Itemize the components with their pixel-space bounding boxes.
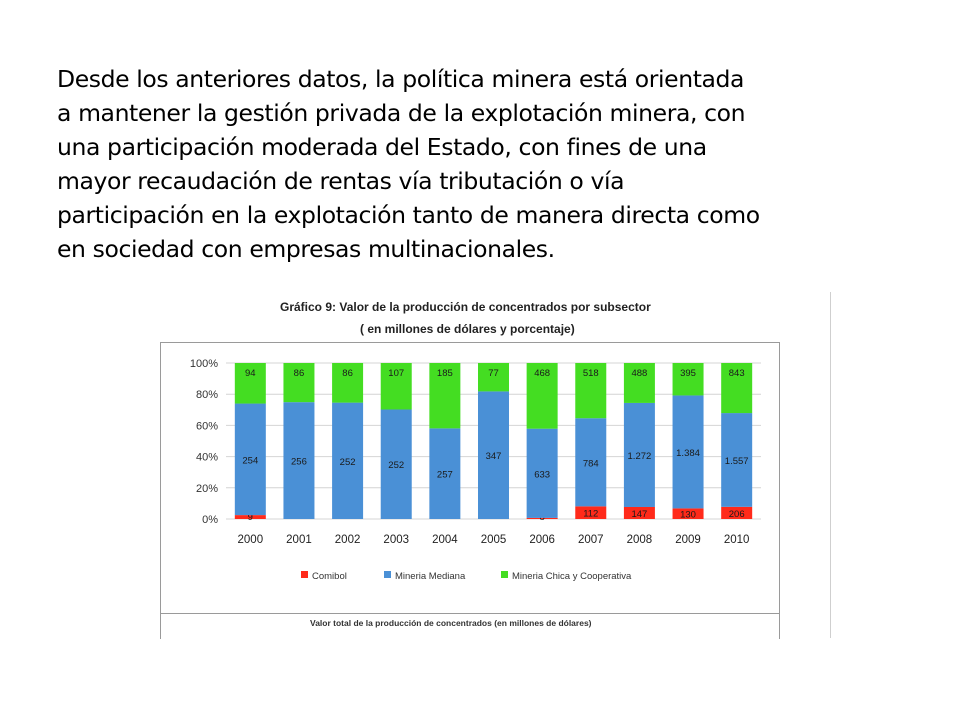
data-label: 252 [340, 457, 356, 468]
y-tick-label: 20% [196, 483, 218, 495]
chart-frame: 0% 20% 40% 60% 80% 100% 9 254 94 2000 256 86 2001 252… [160, 342, 780, 639]
bar-segment-mineria-chica-y-cooperativa [575, 363, 607, 419]
bar-segment-mineria-chica-y-cooperativa [623, 363, 655, 403]
x-tick-label: 2010 [724, 534, 750, 546]
bar-segment-mineria-chica-y-cooperativa [721, 363, 753, 414]
legend-label: Comibol [312, 571, 347, 582]
x-tick-label: 2008 [627, 534, 653, 546]
data-label: 257 [437, 470, 453, 481]
y-tick-label: 60% [196, 420, 218, 432]
chart-footer-caption: Valor total de la producción de concentr… [310, 618, 592, 628]
data-label: 843 [729, 368, 745, 379]
data-label: 112 [583, 509, 598, 520]
data-label: 488 [631, 368, 647, 379]
paragraph-line: una participación moderada del Estado, c… [57, 133, 707, 161]
data-label: 518 [583, 368, 599, 379]
legend-label: Mineria Mediana [395, 571, 466, 582]
chart-title: Gráfico 9: Valor de la producción de con… [280, 300, 651, 314]
data-label: 252 [388, 460, 404, 471]
chart-subtitle: ( en millones de dólares y porcentaje) [360, 322, 575, 336]
x-tick-label: 2000 [238, 534, 264, 546]
data-label: 254 [242, 455, 258, 466]
x-tick-label: 2006 [529, 534, 555, 546]
bar-segment-mineria-chica-y-cooperativa [429, 363, 461, 429]
bar-segment-mineria-mediana [429, 428, 461, 519]
bar-segment-mineria-mediana [380, 409, 412, 519]
data-label: 206 [729, 509, 745, 520]
bar-segment-comibol [526, 517, 558, 519]
y-tick-label: 100% [190, 358, 218, 370]
x-tick-label: 2001 [286, 534, 312, 546]
data-label: 784 [583, 458, 599, 469]
legend-swatch [501, 571, 508, 578]
bar-segment-mineria-mediana [721, 413, 753, 507]
legend-swatch [384, 571, 391, 578]
paragraph-line: Desde los anteriores datos, la política … [57, 65, 745, 93]
y-tick-label: 80% [196, 389, 218, 401]
bar-segment-comibol [575, 506, 607, 519]
data-label: 1.557 [725, 456, 749, 467]
data-label: 1.272 [628, 451, 652, 462]
bar-segment-comibol [234, 515, 266, 519]
bar-segment-mineria-chica-y-cooperativa [283, 363, 315, 403]
bar-segment-comibol [721, 506, 753, 519]
data-label: 9 [248, 512, 253, 523]
x-tick-label: 2005 [481, 534, 507, 546]
bar-segment-mineria-mediana [575, 418, 607, 507]
legend-label: Mineria Chica y Cooperativa [512, 571, 632, 582]
x-tick-label: 2007 [578, 534, 604, 546]
y-tick-label: 0% [202, 514, 218, 526]
data-label: 86 [342, 368, 353, 379]
bar-segment-mineria-mediana [283, 402, 315, 519]
body-paragraph: Desde los anteriores datos, la política … [57, 62, 907, 266]
bar-segment-mineria-mediana [234, 403, 266, 516]
legend-swatch [301, 571, 308, 578]
bar-segment-mineria-chica-y-cooperativa [478, 363, 509, 392]
y-tick-label: 40% [196, 452, 218, 464]
bar-segment-comibol [672, 508, 704, 519]
data-label: 468 [534, 368, 550, 379]
bar-segment-mineria-mediana [623, 402, 655, 507]
data-label: 130 [680, 510, 696, 521]
data-label: 185 [437, 368, 453, 379]
paragraph-line: participación en la explotación tanto de… [57, 201, 760, 229]
data-label: 1.384 [676, 448, 700, 459]
x-tick-label: 2004 [432, 534, 458, 546]
data-label: 94 [245, 368, 256, 379]
bar-segment-comibol [623, 506, 655, 519]
paragraph-line: en sociedad con empresas multinacionales… [57, 235, 555, 263]
x-tick-label: 2002 [335, 534, 361, 546]
bar-segment-mineria-chica-y-cooperativa [526, 363, 558, 429]
paragraph-line: a mantener la gestión privada de la expl… [57, 99, 746, 127]
paragraph-line: mayor recaudación de rentas vía tributac… [57, 167, 625, 195]
bar-segment-mineria-mediana [478, 391, 509, 519]
bar-segment-mineria-mediana [332, 402, 364, 519]
bar-segment-mineria-chica-y-cooperativa [380, 363, 412, 410]
stacked-bar-chart: 0% 20% 40% 60% 80% 100% 9 254 94 2000 256 86 2001 252… [190, 358, 761, 582]
bar-segment-mineria-chica-y-cooperativa [234, 363, 266, 404]
data-label: 347 [486, 451, 502, 462]
data-label: 107 [388, 368, 404, 379]
bar-segment-mineria-chica-y-cooperativa [672, 363, 704, 396]
data-label: 86 [294, 368, 305, 379]
data-label: 395 [680, 368, 696, 379]
data-label: 256 [291, 457, 307, 468]
bar-segment-mineria-mediana [526, 428, 558, 518]
x-tick-label: 2009 [675, 534, 701, 546]
bar-segment-mineria-chica-y-cooperativa [332, 363, 364, 403]
chart-figure: Gráfico 9: Valor de la producción de con… [160, 292, 831, 639]
figure-right-border [830, 292, 831, 638]
data-label: 633 [534, 469, 550, 480]
chart-plot-frame: 0% 20% 40% 60% 80% 100% 9 254 94 2000 256 86 2001 252… [161, 343, 779, 614]
data-label: 147 [631, 509, 647, 520]
x-tick-label: 2003 [383, 534, 409, 546]
bar-segment-mineria-mediana [672, 395, 704, 509]
data-label: 77 [488, 368, 499, 379]
